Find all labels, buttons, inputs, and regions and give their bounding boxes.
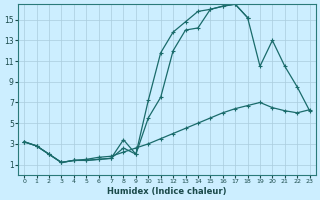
X-axis label: Humidex (Indice chaleur): Humidex (Indice chaleur) xyxy=(107,187,227,196)
